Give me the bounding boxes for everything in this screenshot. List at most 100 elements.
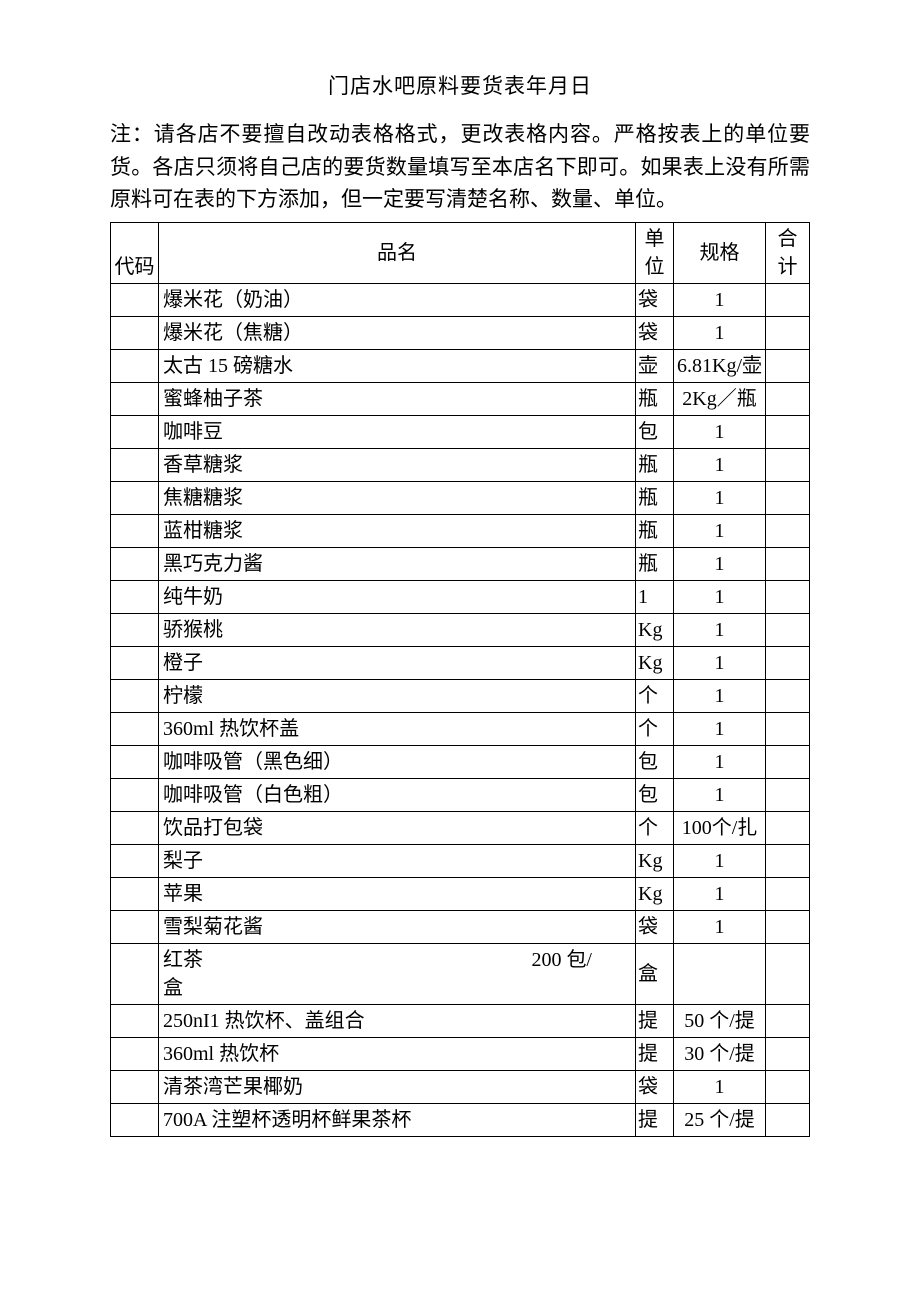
- cell-total: [766, 316, 810, 349]
- cell-unit: 瓶: [636, 382, 674, 415]
- cell-unit: 瓶: [636, 547, 674, 580]
- cell-total: [766, 745, 810, 778]
- cell-name: 焦糖糖浆: [159, 481, 636, 514]
- cell-total: [766, 448, 810, 481]
- table-row: 爆米花（奶油）袋1: [111, 283, 810, 316]
- cell-total: [766, 382, 810, 415]
- cell-code: [111, 910, 159, 943]
- cell-name: 爆米花（奶油）: [159, 283, 636, 316]
- cell-unit: 袋: [636, 910, 674, 943]
- cell-name: 雪梨菊花酱: [159, 910, 636, 943]
- cell-spec: 1: [674, 778, 766, 811]
- cell-unit: 瓶: [636, 481, 674, 514]
- cell-code: [111, 1103, 159, 1136]
- cell-name: 蓝柑糖浆: [159, 514, 636, 547]
- table-row: 纯牛奶11: [111, 580, 810, 613]
- table-row: 骄猴桃Kg1: [111, 613, 810, 646]
- cell-unit: 盒: [636, 943, 674, 1004]
- cell-total: [766, 1070, 810, 1103]
- cell-code: [111, 415, 159, 448]
- cell-name: 苹果: [159, 877, 636, 910]
- cell-code: [111, 349, 159, 382]
- cell-name: 太古 15 磅糖水: [159, 349, 636, 382]
- cell-name: 梨子: [159, 844, 636, 877]
- header-code: 代码: [111, 222, 159, 283]
- cell-spec: 1: [674, 679, 766, 712]
- cell-total: [766, 943, 810, 1004]
- cell-name: 360ml 热饮杯盖: [159, 712, 636, 745]
- cell-spec: 30 个/提: [674, 1037, 766, 1070]
- cell-spec: 1: [674, 877, 766, 910]
- cell-unit: 个: [636, 679, 674, 712]
- cell-code: [111, 646, 159, 679]
- cell-total: [766, 349, 810, 382]
- cell-total: [766, 844, 810, 877]
- cell-code: [111, 316, 159, 349]
- cell-spec: 1: [674, 844, 766, 877]
- cell-total: [766, 580, 810, 613]
- table-row: 咖啡豆包1: [111, 415, 810, 448]
- cell-code: [111, 811, 159, 844]
- cell-code: [111, 382, 159, 415]
- table-row: 黑巧克力酱瓶1: [111, 547, 810, 580]
- cell-code: [111, 1004, 159, 1037]
- table-body: 爆米花（奶油）袋1爆米花（焦糖）袋1太古 15 磅糖水壶6.81Kg/壶蜜蜂柚子…: [111, 283, 810, 1136]
- cell-code: [111, 580, 159, 613]
- cell-spec: 1: [674, 580, 766, 613]
- header-spec: 规格: [674, 222, 766, 283]
- cell-code: [111, 1070, 159, 1103]
- table-row: 柠檬个1: [111, 679, 810, 712]
- cell-unit: 壶: [636, 349, 674, 382]
- cell-spec: [674, 943, 766, 1004]
- cell-unit: 包: [636, 415, 674, 448]
- cell-total: [766, 283, 810, 316]
- cell-total: [766, 514, 810, 547]
- cell-code: [111, 844, 159, 877]
- table-row: 360ml 热饮杯盖个1: [111, 712, 810, 745]
- cell-total: [766, 778, 810, 811]
- cell-unit: 提: [636, 1037, 674, 1070]
- cell-spec: 1: [674, 1070, 766, 1103]
- table-row: 清茶湾芒果椰奶袋1: [111, 1070, 810, 1103]
- table-row: 250nI1 热饮杯、盖组合提50 个/提: [111, 1004, 810, 1037]
- cell-code: [111, 481, 159, 514]
- cell-name: 700A 注塑杯透明杯鲜果茶杯: [159, 1103, 636, 1136]
- cell-code: [111, 745, 159, 778]
- cell-unit: 瓶: [636, 514, 674, 547]
- cell-total: [766, 679, 810, 712]
- cell-name: 黑巧克力酱: [159, 547, 636, 580]
- cell-code: [111, 283, 159, 316]
- table-row: 红茶200 包/盒盒: [111, 943, 810, 1004]
- table-row: 咖啡吸管（黑色细）包1: [111, 745, 810, 778]
- cell-name: 250nI1 热饮杯、盖组合: [159, 1004, 636, 1037]
- cell-unit: 提: [636, 1103, 674, 1136]
- table-row: 咖啡吸管（白色粗）包1: [111, 778, 810, 811]
- table-row: 蓝柑糖浆瓶1: [111, 514, 810, 547]
- cell-name: 咖啡豆: [159, 415, 636, 448]
- cell-spec: 50 个/提: [674, 1004, 766, 1037]
- table-row: 香草糖浆瓶1: [111, 448, 810, 481]
- cell-code: [111, 877, 159, 910]
- cell-name: 柠檬: [159, 679, 636, 712]
- cell-spec: 1: [674, 646, 766, 679]
- cell-spec: 1: [674, 415, 766, 448]
- cell-unit: Kg: [636, 844, 674, 877]
- document-page: 门店水吧原料要货表年月日 注：请各店不要擅自改动表格格式，更改表格内容。严格按表…: [0, 0, 920, 1177]
- cell-name: 爆米花（焦糖）: [159, 316, 636, 349]
- cell-code: [111, 613, 159, 646]
- table-header-row: 代码 品名 单位 规格 合计: [111, 222, 810, 283]
- table-row: 焦糖糖浆瓶1: [111, 481, 810, 514]
- cell-code: [111, 943, 159, 1004]
- cell-unit: 袋: [636, 1070, 674, 1103]
- table-row: 雪梨菊花酱袋1: [111, 910, 810, 943]
- cell-total: [766, 1103, 810, 1136]
- cell-total: [766, 1004, 810, 1037]
- cell-spec: 1: [674, 448, 766, 481]
- table-row: 梨子Kg1: [111, 844, 810, 877]
- cell-unit: 提: [636, 1004, 674, 1037]
- cell-unit: 包: [636, 778, 674, 811]
- cell-total: [766, 613, 810, 646]
- cell-spec: 100个/扎: [674, 811, 766, 844]
- cell-spec: 6.81Kg/壶: [674, 349, 766, 382]
- cell-code: [111, 679, 159, 712]
